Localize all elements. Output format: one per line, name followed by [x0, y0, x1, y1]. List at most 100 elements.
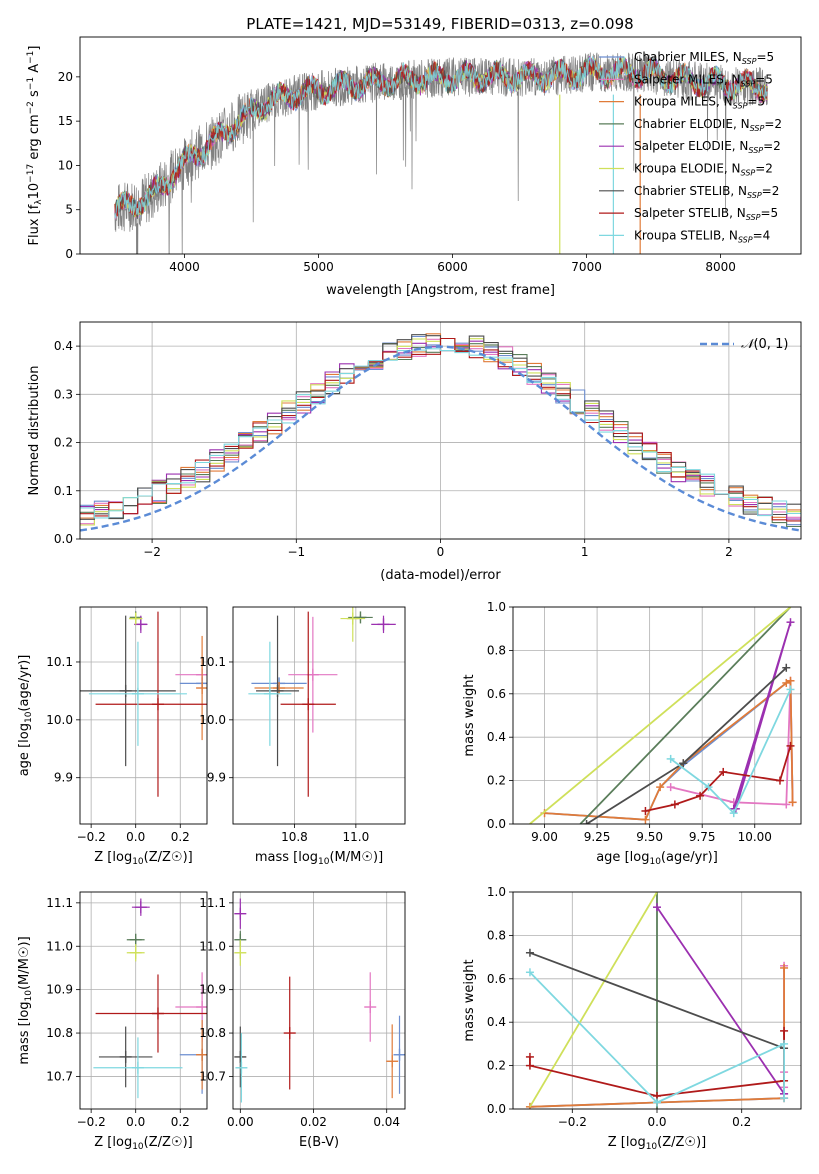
- y-tick-label: 0.4: [487, 730, 506, 744]
- mass-weight-line: [544, 679, 794, 821]
- y-tick-label: 0.4: [487, 1015, 506, 1029]
- y-axis-label-part: ]: [27, 46, 42, 51]
- legend-label: Salpeter STELIB, NSSP=5: [634, 206, 778, 222]
- y-tick-label: 0.0: [54, 532, 73, 546]
- legend-label-part: (0, 1): [753, 337, 788, 352]
- y-tick-label: 0.3: [54, 387, 73, 401]
- y-tick-label: 10.8: [199, 1026, 226, 1040]
- x-tick-label: −0.2: [77, 1115, 106, 1129]
- legend-label-sub: SSP: [738, 235, 753, 244]
- axes-frame: [512, 606, 802, 825]
- y-axis-label: mass weight: [462, 959, 477, 1041]
- y-tick-label: 10.9: [199, 983, 226, 997]
- x-tick-label: 5000: [303, 260, 334, 274]
- legend-label-part: Salpeter STELIB, N: [634, 206, 746, 220]
- y-tick-label: 10.1: [199, 655, 226, 669]
- x-axis-label-part: Z [log: [608, 1135, 646, 1150]
- plot-area: [93, 898, 207, 1099]
- x-axis-label-part: Z [log: [94, 850, 132, 865]
- y-tick-label: 0: [65, 247, 73, 261]
- x-tick-label: 0.2: [732, 1115, 751, 1129]
- plot-area: [80, 611, 207, 797]
- x-axis-label-part: (Z/Z☉)]: [144, 850, 193, 865]
- y-tick-label: 1.0: [487, 885, 506, 899]
- legend-label-sub: SSP: [741, 79, 756, 88]
- legend-label-sub: SSP: [750, 124, 765, 133]
- mass-weight-line: [529, 607, 792, 824]
- legend-label-part: =5: [747, 95, 765, 109]
- figure-title: PLATE=1421, MJD=53149, FIBERID=0313, z=0…: [246, 15, 633, 33]
- spectrum-panel: 4000 5000 6000 7000 8000 0 5 10 15 20 Chabrier MIL…: [26, 36, 802, 298]
- legend-label-sub: SSP: [733, 102, 748, 111]
- y-axis-label-part: erg cm: [27, 114, 42, 163]
- y-tick-label: 10.9: [46, 983, 73, 997]
- y-axis-label-part: s: [27, 90, 42, 101]
- x-tick-label: −1: [287, 545, 305, 559]
- y-tick-label: 0.6: [487, 972, 506, 986]
- y-axis-label-part: mass [log: [17, 1001, 32, 1064]
- x-axis-label-sub: 10: [132, 857, 144, 867]
- legend-label-part: =2: [764, 117, 782, 131]
- x-tick-label: −0.2: [558, 1115, 587, 1129]
- legend-label-part: Salpeter MILES, N: [634, 72, 741, 86]
- x-tick-label: 9.50: [636, 830, 663, 844]
- y-axis-label-part: A: [27, 64, 42, 77]
- x-tick-label: 1: [581, 545, 589, 559]
- axes-frame: [232, 891, 406, 1110]
- x-axis-label: (data-model)/error: [380, 568, 501, 583]
- y-tick-label: 20: [58, 70, 73, 84]
- y-tick-label: 10.7: [199, 1069, 226, 1083]
- legend-label: Chabrier ELODIE, NSSP=2: [634, 117, 782, 133]
- y-axis-label-sub: 10: [24, 990, 34, 1002]
- plot-area: [529, 607, 797, 824]
- y-tick-label: 10.1: [46, 655, 73, 669]
- x-axis-label-sub: 10: [132, 1142, 144, 1152]
- x-axis-label: E(B-V): [299, 1135, 339, 1150]
- y-tick-label: 0.6: [487, 687, 506, 701]
- legend-label-part: Kroupa ELODIE, N: [634, 162, 741, 176]
- age-vs-metallicity-panel: −0.2 0.0 0.29.910.010.1Z [log10(Z/Z☉)]age …: [17, 606, 208, 867]
- legend-label-part: Kroupa MILES, N: [634, 95, 733, 109]
- x-tick-label: −2: [143, 545, 161, 559]
- x-axis-label-part: age [log: [596, 850, 649, 865]
- mass-weight-line: [579, 607, 792, 824]
- observed-spectrum: [114, 52, 768, 254]
- axes-frame: [79, 891, 208, 1110]
- y-tick-label: 10.7: [46, 1069, 73, 1083]
- normal-curve: [80, 345, 801, 532]
- mass-weight-line: [529, 892, 658, 1108]
- y-axis-label-part: −2: [26, 101, 36, 114]
- axes-frame: [512, 891, 802, 1110]
- x-axis-label-part: Z [log: [94, 1135, 132, 1150]
- legend-label-sub: SSP: [741, 169, 756, 178]
- legend-label-part: =5: [755, 72, 773, 86]
- plot-area: [114, 52, 768, 254]
- y-tick-label: 5: [65, 203, 73, 217]
- x-tick-label: 10.8: [281, 830, 308, 844]
- mass-weight-vs-metallicity-panel: −0.2 0.0 0.2 0.0 0.2 0.4 0.6 0.8 1.0 Z [log10(Z/Z…: [462, 885, 802, 1152]
- x-axis-label: Z [log10(Z/Z☉)]: [608, 1135, 706, 1152]
- y-tick-label: 11.1: [46, 896, 73, 910]
- y-tick-label: 0.2: [487, 774, 506, 788]
- legend-label-part: =5: [760, 206, 778, 220]
- y-axis-label-part: −1: [26, 77, 36, 90]
- y-tick-label: 10.0: [199, 713, 226, 727]
- model-spectrum: [114, 55, 768, 219]
- y-axis-label-part: −17: [26, 164, 36, 183]
- axes-frame: [79, 606, 208, 825]
- legend-label-part: =5: [756, 50, 774, 64]
- x-tick-label: 2: [725, 545, 733, 559]
- y-axis-label: Flux [fλ10−17 erg cm−2 s−1 A−1]: [26, 46, 44, 246]
- legend-label-part: Chabrier ELODIE, N: [634, 117, 750, 131]
- y-tick-label: 0.8: [487, 643, 506, 657]
- y-axis-label-part: (age/yr)]: [17, 655, 32, 712]
- x-tick-label: 8000: [705, 260, 736, 274]
- x-axis-label-part: (Z/Z☉)]: [144, 1135, 193, 1150]
- legend-label: Kroupa ELODIE, NSSP=2: [634, 162, 773, 178]
- x-tick-label: 0.0: [126, 830, 145, 844]
- histogram-panel: −2 −1 0 1 2 0.0 0.1 0.2 0.3 0.4 𝒩(0, 1) (data-model…: [27, 321, 802, 583]
- y-tick-label: 0.1: [54, 484, 73, 498]
- x-axis-label: age [log10(age/yr)]: [596, 850, 718, 867]
